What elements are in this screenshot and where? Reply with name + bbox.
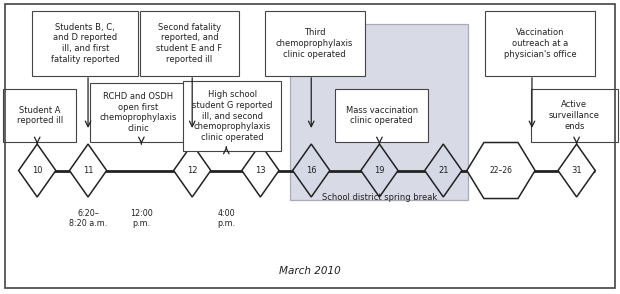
Text: High school
student G reported
ill, and second
chemoprophylaxis
clinic operated: High school student G reported ill, and … — [192, 90, 272, 142]
Polygon shape — [558, 144, 595, 197]
FancyBboxPatch shape — [32, 11, 138, 76]
Text: 11: 11 — [83, 166, 93, 175]
Text: 12: 12 — [187, 166, 197, 175]
Polygon shape — [361, 144, 398, 197]
FancyBboxPatch shape — [90, 83, 187, 142]
Polygon shape — [174, 144, 211, 197]
Text: March 2010: March 2010 — [279, 266, 341, 276]
Text: Students B, C,
and D reported
ill, and first
fatality reported: Students B, C, and D reported ill, and f… — [51, 23, 120, 64]
FancyBboxPatch shape — [183, 81, 281, 151]
Text: 10: 10 — [32, 166, 42, 175]
FancyBboxPatch shape — [485, 11, 595, 76]
Text: 22–26: 22–26 — [489, 166, 513, 175]
Text: 21: 21 — [438, 166, 448, 175]
Polygon shape — [293, 144, 330, 197]
FancyBboxPatch shape — [140, 11, 239, 76]
Text: Active
surveillance
ends: Active surveillance ends — [549, 100, 600, 131]
Text: School district spring break: School district spring break — [322, 193, 437, 202]
Text: Student A
reported ill: Student A reported ill — [17, 106, 63, 125]
Polygon shape — [69, 144, 107, 197]
Text: RCHD and OSDH
open first
chemoprophylaxis
clinic: RCHD and OSDH open first chemoprophylaxi… — [100, 92, 177, 133]
FancyBboxPatch shape — [3, 89, 76, 142]
Polygon shape — [425, 144, 462, 197]
FancyBboxPatch shape — [290, 24, 468, 200]
FancyBboxPatch shape — [335, 89, 428, 142]
Text: 16: 16 — [306, 166, 317, 175]
FancyBboxPatch shape — [531, 89, 618, 142]
Polygon shape — [467, 143, 535, 198]
Text: Second fatality
reported, and
student E and F
reported ill: Second fatality reported, and student E … — [156, 23, 223, 64]
FancyBboxPatch shape — [265, 11, 365, 76]
Text: Vaccination
outreach at a
physician's office: Vaccination outreach at a physician's of… — [503, 28, 577, 59]
Text: 4:00
p.m.: 4:00 p.m. — [217, 209, 236, 228]
Polygon shape — [19, 144, 56, 197]
Text: Mass vaccination
clinic operated: Mass vaccination clinic operated — [345, 106, 418, 125]
Text: 6:20–
8:20 a.m.: 6:20– 8:20 a.m. — [69, 209, 107, 228]
Polygon shape — [242, 144, 279, 197]
Text: 31: 31 — [571, 166, 582, 175]
Text: 12:00
p.m.: 12:00 p.m. — [130, 209, 153, 228]
Text: Third
chemoprophylaxis
clinic operated: Third chemoprophylaxis clinic operated — [276, 28, 353, 59]
Text: 19: 19 — [374, 166, 384, 175]
Text: 13: 13 — [255, 166, 266, 175]
